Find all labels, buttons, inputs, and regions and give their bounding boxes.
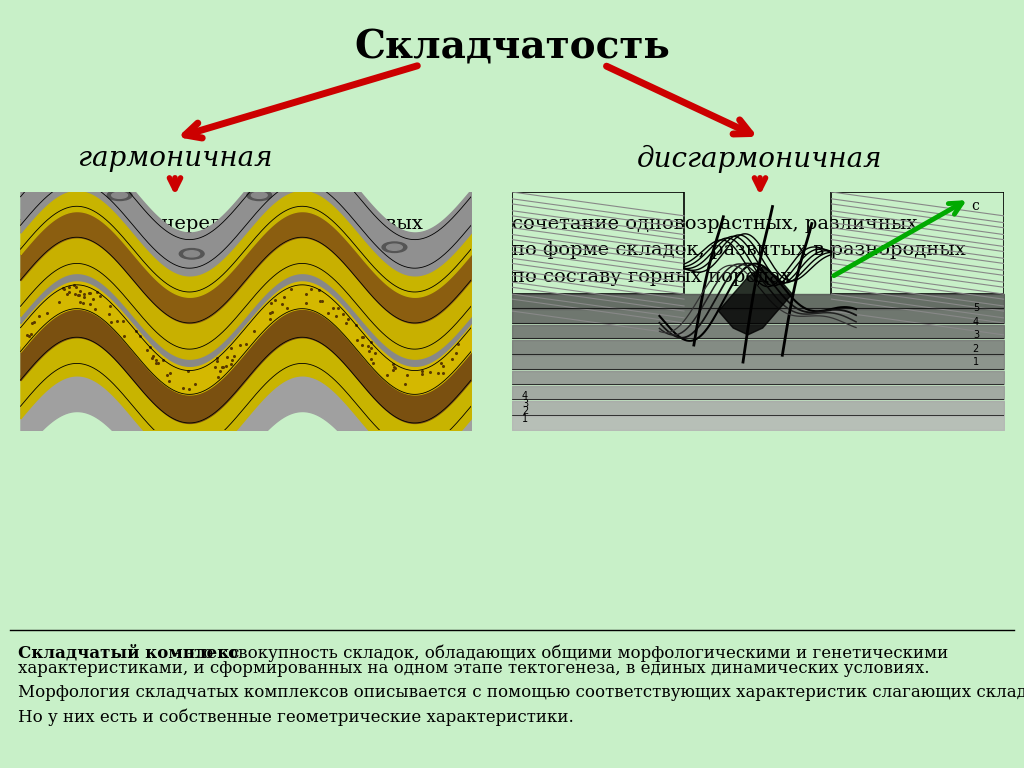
Text: 5: 5 <box>973 303 979 313</box>
Text: 2: 2 <box>973 344 979 354</box>
Ellipse shape <box>108 190 132 200</box>
Ellipse shape <box>179 249 204 259</box>
Text: характеристиками, и сформированных на одном этапе тектогенеза, в единых динамиче: характеристиками, и сформированных на од… <box>18 660 1024 726</box>
Ellipse shape <box>382 242 407 253</box>
Text: 4: 4 <box>973 316 979 326</box>
Text: сочетание одновозрастных, различных
по форме складок, развитых в разнородных
по : сочетание одновозрастных, различных по ф… <box>512 215 966 286</box>
Ellipse shape <box>49 172 65 178</box>
Text: 1: 1 <box>522 414 528 424</box>
Ellipse shape <box>314 173 339 184</box>
Text: Складчатость: Складчатость <box>354 28 670 66</box>
Bar <box>512 192 684 294</box>
Text: дисгармоничная: дисгармоничная <box>637 145 883 173</box>
Ellipse shape <box>247 190 271 200</box>
Ellipse shape <box>112 192 128 198</box>
Ellipse shape <box>319 175 335 181</box>
Text: Складчатый комплекс: Складчатый комплекс <box>18 645 240 662</box>
Text: 3: 3 <box>522 399 528 409</box>
Bar <box>831 192 1004 294</box>
Ellipse shape <box>184 250 200 257</box>
Ellipse shape <box>44 170 69 180</box>
Text: с: с <box>971 199 979 213</box>
Polygon shape <box>719 266 793 335</box>
Text: 1: 1 <box>973 357 979 367</box>
Ellipse shape <box>252 192 267 198</box>
Text: гармоничная: гармоничная <box>78 145 272 172</box>
Text: – это совокупность складок, обладающих общими морфологическими и генетическими: – это совокупность складок, обладающих о… <box>166 645 948 663</box>
Text: 2: 2 <box>522 406 528 416</box>
Text: 4: 4 <box>522 392 528 402</box>
Ellipse shape <box>387 244 402 250</box>
Text: 3: 3 <box>973 330 979 340</box>
Text: равномерное чередование одинаковых
по длине волны и амплитуде складок
с одинаков: равномерное чередование одинаковых по дл… <box>20 215 423 313</box>
